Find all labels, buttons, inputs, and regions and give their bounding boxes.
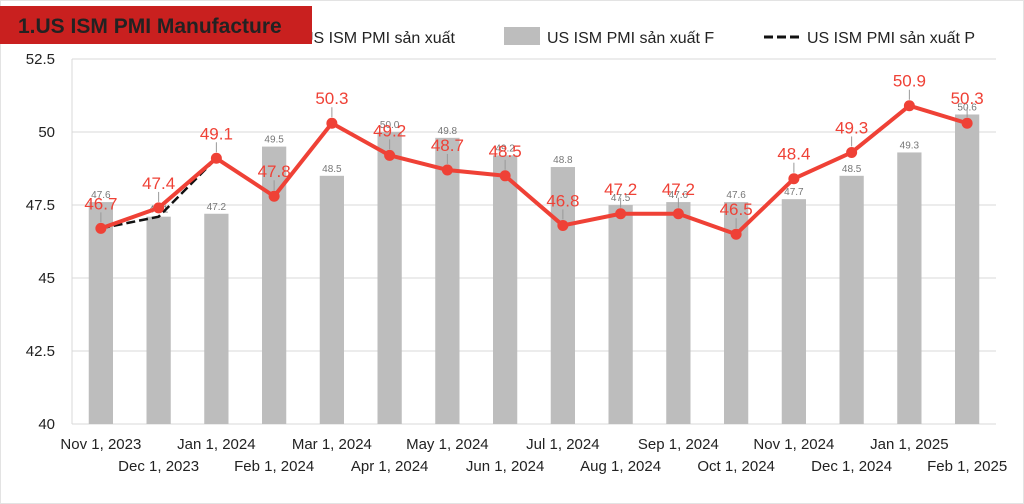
point-value-label: 49.2 — [373, 121, 406, 140]
line-point — [615, 208, 627, 220]
bar-value-label: 47.6 — [726, 190, 746, 201]
bar-value-label: 48.8 — [553, 155, 573, 166]
y-tick-label: 50 — [38, 124, 55, 141]
bar-value-label: 50.0 — [380, 120, 400, 131]
line-point — [672, 208, 684, 220]
bar — [839, 175, 864, 424]
x-tick-label: Dec 1, 2023 — [118, 458, 199, 475]
line-point — [326, 117, 338, 129]
bar-value-label: 47.6 — [669, 190, 689, 201]
bars-series — [88, 114, 980, 425]
point-value-label: 48.5 — [489, 142, 522, 161]
legend: US ISM PMI sản xuất US ISM PMI sản xuất F… — [262, 27, 975, 47]
bar — [492, 155, 518, 425]
x-tick-label: Jun 1, 2024 — [466, 458, 544, 475]
line-point — [441, 164, 453, 176]
line-point — [788, 173, 800, 185]
bar — [435, 137, 460, 424]
x-axis-ticks: Nov 1, 2023 Dec 1, 2023 Jan 1, 2024 Feb 1, … — [60, 436, 1007, 475]
x-tick-label: Jul 1, 2024 — [526, 436, 599, 453]
chart-title: 1.US ISM PMI Manufacture — [18, 15, 282, 38]
x-tick-label: Mar 1, 2024 — [292, 436, 372, 453]
bar — [781, 199, 807, 424]
point-value-label: 49.3 — [835, 118, 868, 137]
point-value-label: 50.3 — [315, 89, 348, 108]
bar — [319, 175, 345, 424]
x-tick-label: Nov 1, 2023 — [60, 436, 141, 453]
line-point — [268, 190, 280, 202]
x-tick-label: Apr 1, 2024 — [351, 458, 429, 475]
x-tick-label: Feb 1, 2024 — [234, 458, 314, 475]
y-tick-label: 52.5 — [26, 51, 55, 68]
bar — [954, 114, 980, 424]
bar-value-label: 49.8 — [438, 126, 458, 137]
x-tick-label: Jan 1, 2024 — [177, 436, 255, 453]
line-point — [499, 170, 511, 182]
x-tick-label: Jan 1, 2025 — [870, 436, 948, 453]
x-tick-label: Dec 1, 2024 — [811, 458, 892, 475]
x-tick-label: Oct 1, 2024 — [697, 458, 775, 475]
point-value-label: 46.5 — [720, 200, 753, 219]
legend-swatch-bar — [504, 27, 540, 45]
point-value-label: 47.2 — [604, 180, 637, 199]
x-tick-label: Sep 1, 2024 — [638, 436, 719, 453]
point-value-label: 47.4 — [142, 174, 175, 193]
bar — [88, 202, 114, 424]
point-value-label: 46.8 — [546, 191, 579, 210]
line-point — [210, 152, 222, 164]
legend-label: US ISM PMI sản xuất F — [547, 30, 714, 47]
point-value-label: 46.7 — [84, 194, 117, 213]
line-point — [95, 222, 107, 234]
red-line-series — [95, 100, 973, 240]
bar — [377, 132, 402, 424]
point-value-label: 47.2 — [662, 180, 695, 199]
bar-value-label: 49.2 — [495, 143, 515, 154]
x-tick-label: Feb 1, 2025 — [927, 458, 1007, 475]
y-axis-ticks: 40 42.5 45 47.5 50 52.5 — [26, 51, 55, 433]
legend-label: US ISM PMI sản xuất — [302, 30, 455, 47]
line-point — [961, 117, 973, 129]
y-tick-label: 47.5 — [26, 197, 55, 214]
title-banner — [0, 6, 312, 44]
legend-label: US ISM PMI sản xuất P — [807, 30, 975, 47]
bar — [146, 216, 171, 424]
bar-value-label: 48.5 — [842, 164, 862, 175]
point-value-label: 50.9 — [893, 72, 926, 91]
bar-value-label: 47.7 — [784, 187, 804, 198]
bar-value-label: 48.5 — [322, 164, 342, 175]
bar — [897, 152, 922, 424]
y-tick-label: 40 — [38, 416, 55, 433]
point-value-label: 50.3 — [951, 89, 984, 108]
x-tick-label: Aug 1, 2024 — [580, 458, 661, 475]
bar-value-label: 47.2 — [207, 202, 227, 213]
bar — [608, 205, 633, 424]
bar-value-label: 47.6 — [91, 190, 111, 201]
line-point — [846, 146, 858, 158]
bar-value-label: 49.5 — [264, 135, 284, 146]
bar — [204, 213, 229, 424]
line-point — [557, 219, 569, 231]
point-value-label: 47.8 — [258, 162, 291, 181]
bar-value-label: 49.3 — [900, 140, 920, 151]
line-point — [384, 149, 396, 161]
red-line — [100, 103, 968, 237]
point-value-label: 48.7 — [431, 136, 464, 155]
bar — [666, 202, 691, 424]
y-tick-label: 42.5 — [26, 343, 55, 360]
point-labels: 46.7 47.4 49.1 47.8 50.3 49.2 48.7 48.5 46.8 47.2… — [84, 72, 984, 229]
line-point — [153, 202, 165, 214]
line-point — [903, 100, 915, 112]
point-value-label: 49.1 — [200, 124, 233, 143]
x-tick-label: May 1, 2024 — [406, 436, 489, 453]
line-point — [730, 228, 742, 240]
y-tick-label: 45 — [38, 270, 55, 287]
point-value-label: 48.4 — [777, 145, 810, 164]
x-tick-label: Nov 1, 2024 — [753, 436, 834, 453]
